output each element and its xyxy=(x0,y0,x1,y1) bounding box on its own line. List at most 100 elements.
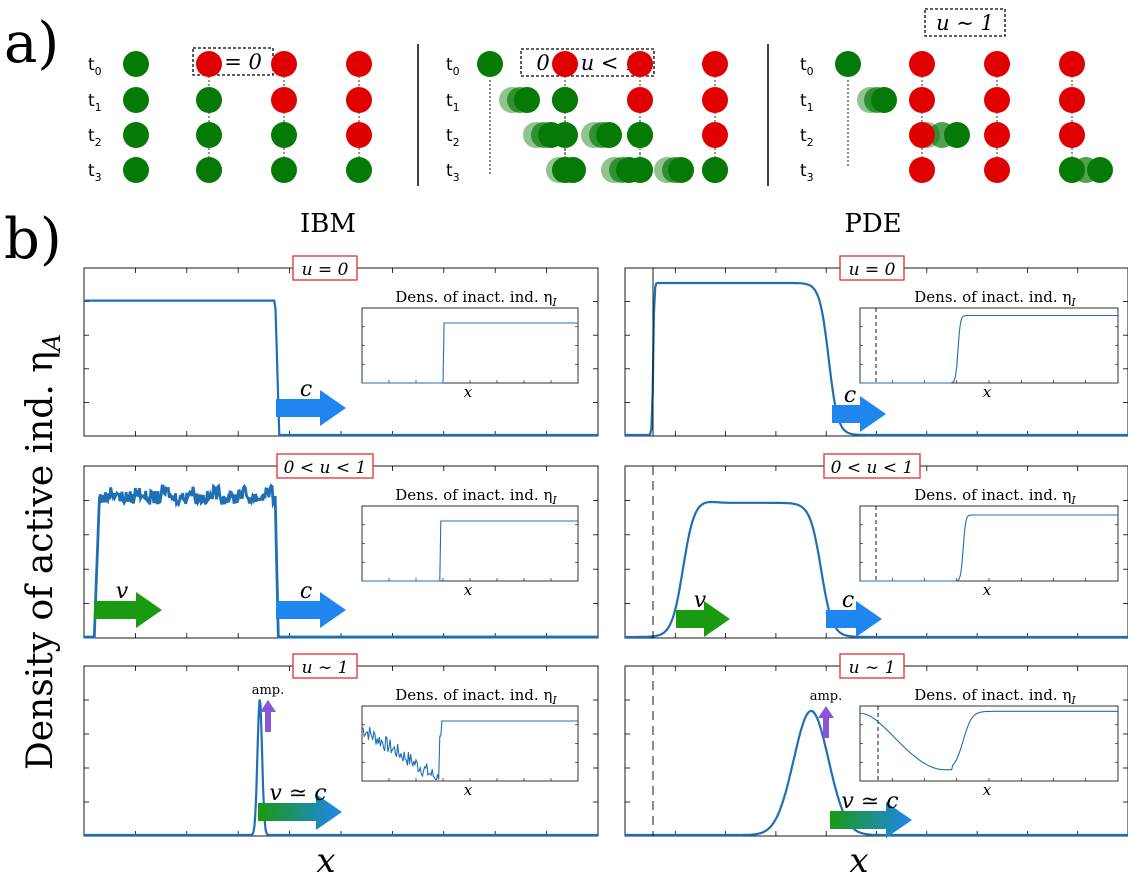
inset-frame xyxy=(361,705,579,782)
regime-header: u ∼ 1 xyxy=(936,11,994,35)
inset-title: Dens. of inact. ind. ηI xyxy=(914,486,1076,507)
inactive-dot xyxy=(909,122,935,148)
x-axis-label-left: x xyxy=(316,841,335,880)
inset-title-sub: I xyxy=(1070,296,1076,309)
matched-speed-arrow xyxy=(258,794,342,830)
regime-header-box xyxy=(924,8,1006,37)
inactive-dot xyxy=(627,51,653,77)
time-label-index: 0 xyxy=(95,65,102,78)
inset-curve xyxy=(860,314,1118,384)
inset-title-text: Dens. of inact. ind. η xyxy=(395,288,552,306)
regime-box xyxy=(839,653,905,679)
regime-box xyxy=(292,255,358,281)
time-label-letter: t xyxy=(88,126,95,146)
inset-title: Dens. of inact. ind. ηI xyxy=(395,686,557,707)
time-label: t2 xyxy=(88,126,102,149)
inactive-dot xyxy=(1059,87,1085,113)
time-label: t0 xyxy=(88,55,102,78)
time-label-index: 0 xyxy=(807,65,814,78)
inset-x-label: x xyxy=(983,781,992,799)
regime-header: 0 < u < 1 xyxy=(536,51,638,75)
time-label-index: 0 xyxy=(453,65,460,78)
inset-title: Dens. of inact. ind. ηI xyxy=(395,486,557,507)
y-axis-label-sub: A xyxy=(38,334,66,353)
time-label: t1 xyxy=(88,91,102,114)
inactive-dot xyxy=(1059,122,1085,148)
inset-title: Dens. of inact. ind. ηI xyxy=(914,288,1076,309)
time-label-index: 1 xyxy=(807,101,814,114)
x-axis-label-right: x xyxy=(849,841,868,880)
velocity-arrow xyxy=(94,592,162,628)
regime-box-label: u = 0 xyxy=(302,260,349,280)
time-label: t0 xyxy=(446,55,460,78)
inactive-dot xyxy=(346,122,372,148)
inactive-dot xyxy=(984,87,1010,113)
inactive-dot xyxy=(271,51,297,77)
density-curve xyxy=(84,699,598,837)
inset-x-label: x xyxy=(983,383,992,401)
front-speed-arrow xyxy=(276,390,346,426)
active-dot xyxy=(346,157,372,183)
regime-box xyxy=(276,453,374,479)
inactive-dot xyxy=(346,51,372,77)
inset-frame xyxy=(859,307,1119,384)
y-axis-label-text: Density of active ind. η xyxy=(20,351,61,770)
front-speed-arrow-label: c xyxy=(300,377,312,402)
regime-box-label: u = 0 xyxy=(849,260,896,280)
front-speed-arrow-label: c xyxy=(300,579,312,604)
velocity-arrow-label: v xyxy=(116,579,129,604)
time-label-letter: t xyxy=(446,161,453,181)
velocity-arrow xyxy=(676,601,730,637)
inactive-dot xyxy=(702,87,728,113)
inactive-dot xyxy=(984,51,1010,77)
active-dot xyxy=(123,87,149,113)
time-label-letter: t xyxy=(800,126,807,146)
time-label: t3 xyxy=(800,161,814,184)
inset-title-sub: I xyxy=(551,494,557,507)
inactive-dot xyxy=(984,157,1010,183)
inset-curve xyxy=(362,520,578,582)
moving-particle-dot xyxy=(944,122,970,148)
time-label-index: 1 xyxy=(95,101,102,114)
active-dot xyxy=(1059,157,1085,183)
time-label-letter: t xyxy=(800,161,807,181)
time-label-letter: t xyxy=(446,55,453,75)
inactive-dot xyxy=(909,87,935,113)
inset-title-sub: I xyxy=(551,296,557,309)
column-title-ibm: IBM xyxy=(300,209,356,239)
inset-curve xyxy=(362,322,578,384)
matched-speed-arrow-label: v ≃ c xyxy=(269,781,326,806)
regime-box xyxy=(292,653,358,679)
active-dot xyxy=(271,157,297,183)
inset-title-sub: I xyxy=(1070,494,1076,507)
panel-label-a: a) xyxy=(4,11,59,76)
matched-speed-arrow xyxy=(830,802,912,838)
inset-x-label: x xyxy=(464,383,473,401)
inset-title: Dens. of inact. ind. ηI xyxy=(395,288,557,309)
regime-header-box xyxy=(520,48,655,77)
inset-curve xyxy=(860,710,1118,771)
active-dot xyxy=(552,122,578,148)
inactive-dot xyxy=(196,51,222,77)
active-dot xyxy=(196,87,222,113)
inset-title-text: Dens. of inact. ind. η xyxy=(914,288,1071,306)
front-speed-arrow xyxy=(826,601,882,637)
time-label-index: 2 xyxy=(453,136,460,149)
inactive-dot xyxy=(909,51,935,77)
density-curve xyxy=(84,299,598,437)
matched-speed-arrow-label: v ≃ c xyxy=(841,789,898,814)
time-label-letter: t xyxy=(446,126,453,146)
front-speed-arrow xyxy=(832,396,886,432)
regime-box xyxy=(823,453,921,479)
time-label: t1 xyxy=(800,91,814,114)
active-dot xyxy=(477,51,503,77)
time-label-letter: t xyxy=(800,91,807,111)
density-curve xyxy=(84,483,598,639)
active-dot xyxy=(835,51,861,77)
time-label-index: 3 xyxy=(807,171,814,184)
